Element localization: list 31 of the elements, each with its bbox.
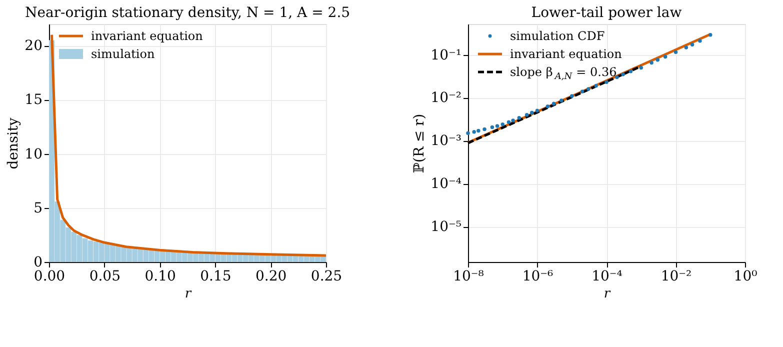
x-tick-label: 0.05: [89, 268, 120, 284]
y-axis-title: ℙ(R ≤ r): [412, 114, 428, 174]
legend-label: simulation: [91, 47, 155, 61]
legend-label: invariant equation: [510, 47, 622, 61]
x-tick-label: 0.15: [200, 268, 232, 284]
x-tick-label: 10⁻²: [660, 268, 692, 284]
x-tick-label: 0.25: [310, 268, 342, 284]
y-tick-label: 10⁻⁴: [430, 176, 462, 192]
y-axis-title: density: [6, 118, 22, 170]
y-tick-label: 5: [34, 200, 42, 216]
y-tick-label: 10⁻¹: [430, 47, 462, 64]
x-tick-label: 10⁻⁴: [592, 268, 623, 284]
y-tick-label: 10⁻²: [430, 90, 462, 106]
y-tick-label: 10⁻³: [430, 133, 462, 150]
y-tick-label: 20: [24, 38, 42, 54]
x-tick-label: 0.00: [34, 268, 66, 284]
y-tick-label: 10: [24, 146, 42, 162]
legend-label: simulation CDF: [510, 29, 605, 43]
chart-title: Near-origin stationary density, N = 1, A = 2.5: [24, 5, 350, 21]
x-tick-label: 10⁰: [734, 268, 758, 284]
x-tick-label: 0.10: [144, 268, 176, 284]
y-tick-label: 0: [34, 254, 42, 270]
x-tick-label: 0.20: [256, 268, 287, 284]
x-axis-title: r: [604, 286, 611, 302]
y-tick-label: 10⁻⁵: [430, 219, 462, 236]
legend-label: invariant equation: [91, 29, 204, 43]
x-tick-label: 10⁻⁶: [522, 268, 554, 284]
chart-title: Lower-tail power law: [531, 5, 682, 21]
x-tick-label: 10⁻⁸: [453, 268, 484, 284]
y-tick-label: 15: [24, 92, 42, 108]
x-axis-title: r: [184, 286, 192, 302]
